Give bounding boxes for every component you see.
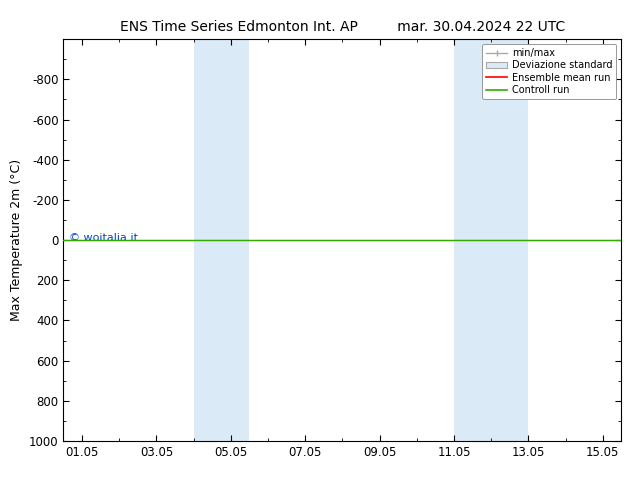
Y-axis label: Max Temperature 2m (°C): Max Temperature 2m (°C) <box>10 159 23 321</box>
Title: ENS Time Series Edmonton Int. AP         mar. 30.04.2024 22 UTC: ENS Time Series Edmonton Int. AP mar. 30… <box>120 20 565 34</box>
Legend: min/max, Deviazione standard, Ensemble mean run, Controll run: min/max, Deviazione standard, Ensemble m… <box>482 44 616 99</box>
Text: © woitalia.it: © woitalia.it <box>69 233 138 243</box>
Bar <box>193 39 249 441</box>
Bar <box>454 39 528 441</box>
